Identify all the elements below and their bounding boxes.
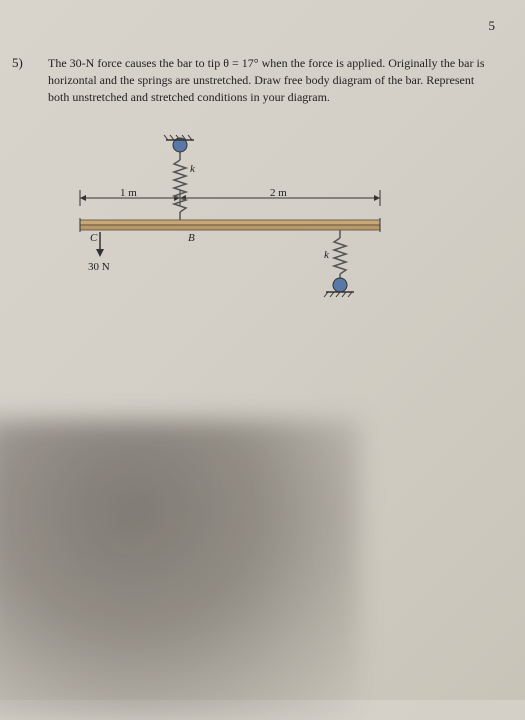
dim-right-label: 2 m [270,187,287,199]
question-text: The 30-N force causes the bar to tip θ =… [48,55,495,105]
dimension-lines: 1 m 2 m [80,187,380,206]
bar: C B [80,218,380,244]
page-number: 5 [489,18,496,34]
label-b: B [188,232,195,244]
photo-shadow [0,420,360,720]
diagram-svg: 1 m 2 m k C B [60,120,400,300]
spring-k-top: k [190,163,196,175]
question-number: 5) [12,55,23,71]
dim-left-label: 1 m [120,187,137,199]
force-label: 30 N [88,261,110,273]
pin-bottom [333,278,347,292]
spring-bottom: k [324,230,354,297]
mechanics-diagram: 1 m 2 m k C B [60,120,400,300]
spring-k-bot: k [324,249,330,261]
spring-top: k [164,135,196,220]
label-c: C [90,232,98,244]
